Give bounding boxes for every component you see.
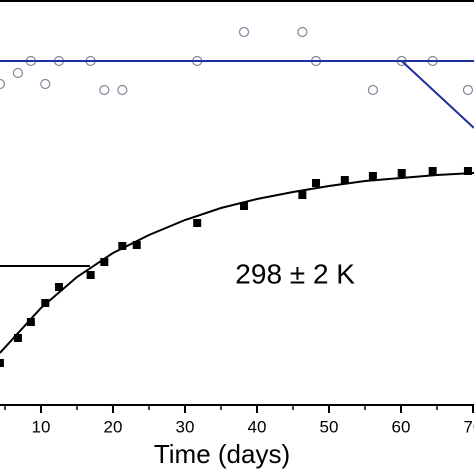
x-axis-label: Time (days)	[154, 439, 290, 469]
point	[13, 334, 22, 342]
point	[463, 167, 472, 175]
point	[240, 202, 249, 210]
point	[40, 78, 51, 90]
point	[428, 167, 437, 175]
point	[367, 84, 379, 96]
point	[26, 318, 35, 326]
annotation: 298 ± 2 K	[235, 258, 355, 289]
point	[99, 84, 110, 96]
point	[340, 176, 349, 184]
x-tick-label: 50	[320, 417, 339, 436]
line	[401, 60, 474, 129]
point	[100, 258, 109, 266]
point	[462, 84, 474, 96]
point	[54, 283, 63, 291]
point	[0, 78, 6, 90]
line	[0, 172, 474, 354]
point	[86, 271, 95, 279]
point	[12, 67, 24, 79]
point	[193, 219, 202, 227]
point	[238, 26, 250, 38]
x-tick-label: 20	[104, 417, 123, 436]
point	[368, 172, 377, 180]
point	[132, 241, 141, 249]
point	[118, 242, 127, 250]
x-tick-label: 60	[392, 417, 411, 436]
point	[397, 169, 406, 177]
point	[117, 84, 128, 96]
x-tick-label: 10	[32, 417, 51, 436]
x-tick-label: 70	[464, 417, 474, 436]
point	[312, 179, 321, 187]
point	[0, 359, 4, 367]
point	[297, 26, 308, 38]
point	[298, 191, 307, 199]
x-tick-label: 30	[176, 417, 195, 436]
x-tick-label: 40	[248, 417, 267, 436]
